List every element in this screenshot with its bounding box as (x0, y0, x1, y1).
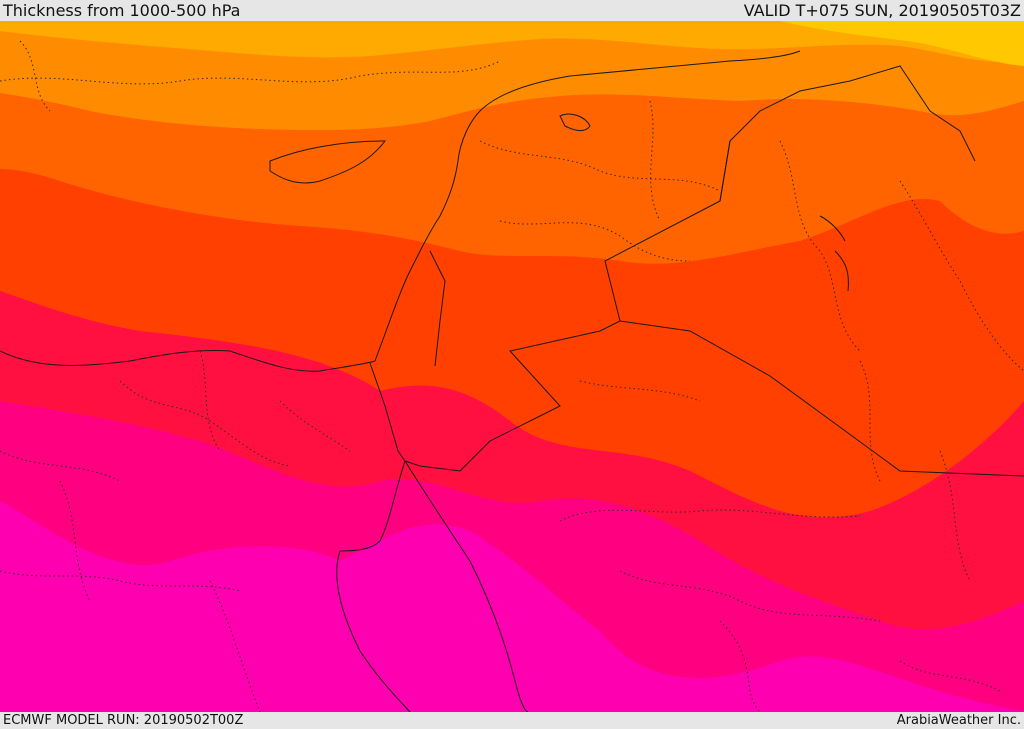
map-title: Thickness from 1000-500 hPa (3, 1, 241, 20)
province-borders (0, 40, 1024, 712)
country-borders (0, 50, 1024, 712)
header-bar: Thickness from 1000-500 hPa VALID T+075 … (0, 0, 1024, 21)
model-run: ECMWF MODEL RUN: 20190502T00Z (3, 713, 244, 728)
map-panel[interactable] (0, 21, 1024, 712)
thickness-map[interactable] (0, 21, 1024, 712)
band-8 (780, 21, 1024, 66)
credit: ArabiaWeather Inc. (896, 713, 1021, 728)
valid-time: VALID T+075 SUN, 20190505T03Z (743, 1, 1021, 20)
footer-bar: ECMWF MODEL RUN: 20190502T00Z ArabiaWeat… (0, 712, 1024, 729)
band-7 (0, 21, 1024, 63)
